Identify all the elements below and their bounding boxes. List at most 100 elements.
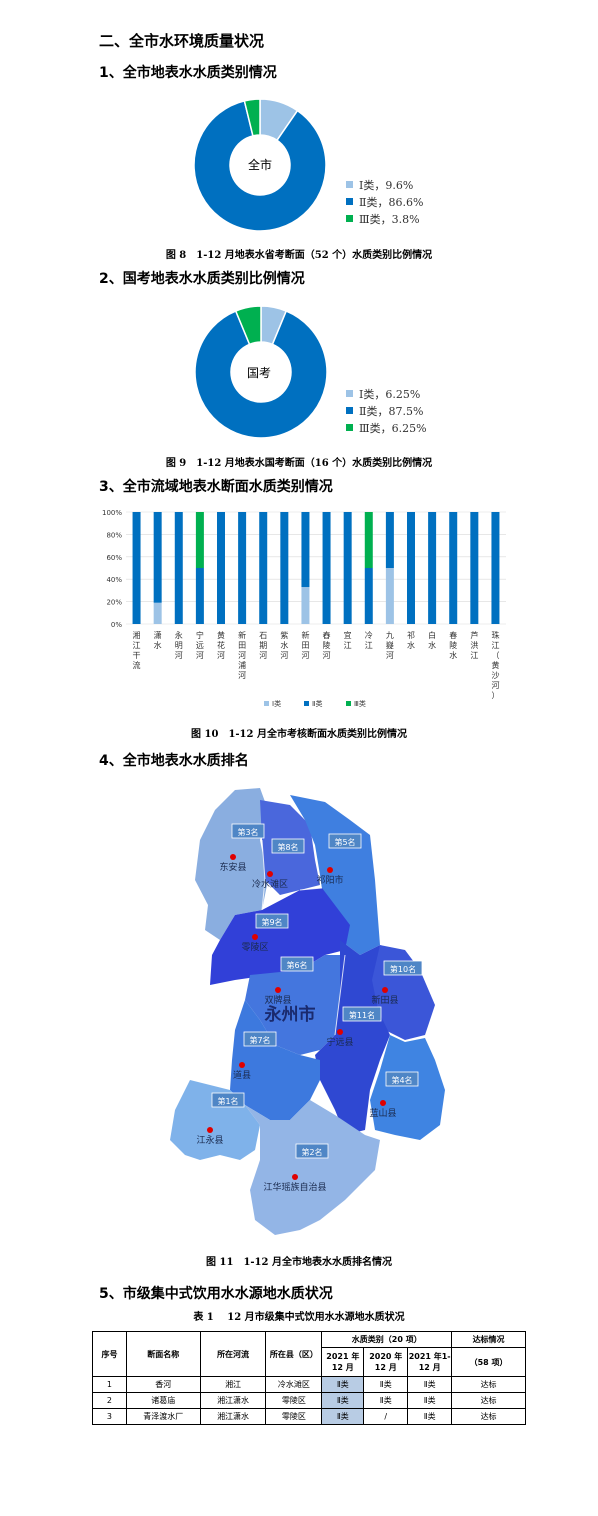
bar-segment (491, 512, 500, 624)
county-marker (292, 1174, 298, 1180)
legend-swatch (346, 701, 351, 706)
x-tick-label: 黄花河 (217, 630, 225, 660)
county-name: 东安县 (219, 861, 246, 873)
header-quality: 水质类别（20 项） (321, 1331, 453, 1348)
rank-badge (255, 913, 289, 929)
cell-name: 诸葛庙 (125, 1392, 201, 1409)
county-marker (382, 987, 388, 993)
bar-segment (301, 512, 310, 588)
donut-legend-2: Ⅰ类，6.25% Ⅱ类，87.5% Ⅲ类，6.25% (346, 385, 427, 436)
legend-item: Ⅰ类，6.25% (346, 385, 427, 402)
rank-label: 第9名 (261, 917, 282, 927)
county-name: 宁远县 (326, 1036, 353, 1048)
legend-swatch (304, 701, 309, 706)
header-no: 序号 (92, 1331, 127, 1377)
region-daoxian (230, 1000, 320, 1120)
sub-heading-4: 4、全市地表水水质排名 (99, 753, 249, 769)
x-tick-label: 宁远河 (196, 630, 204, 660)
legend-item: Ⅰ类，9.6% (346, 176, 423, 193)
donut-center-label: 国考 (247, 366, 271, 380)
rank-label: 第6名 (286, 960, 307, 970)
county-marker (275, 987, 281, 993)
bar-segment (195, 512, 204, 568)
x-tick-label: 舂陵河 (323, 630, 331, 660)
bar-segment (153, 602, 162, 624)
cell-q2021: Ⅱ类 (321, 1376, 365, 1393)
bar-segment (407, 512, 415, 624)
legend-label: Ⅱ类 (312, 699, 322, 708)
rank-badge (280, 956, 314, 972)
bar-segment (259, 512, 268, 624)
y-tick-label: 40% (106, 576, 122, 584)
bar-segment (217, 512, 225, 624)
bar-segment (132, 512, 141, 624)
section-heading: 二、全市水环境质量状况 (99, 32, 265, 50)
region-lingling (210, 888, 350, 985)
x-tick-label: 紫水河 (280, 631, 288, 660)
figure-caption-9: 图 9 1-12 月地表水国考断面（16 个）水质类别比例情况 (165, 458, 433, 469)
rank-badge (328, 833, 362, 849)
sub-heading-1: 1、全市地表水水质类别情况 (99, 65, 277, 81)
x-tick-label: 潇水 (154, 630, 162, 650)
cell-q2020: Ⅱ类 (363, 1392, 409, 1409)
map-city-label: 永州市 (264, 1004, 316, 1025)
x-tick-label: 祁水 (407, 630, 415, 650)
region-lanshan (370, 1035, 445, 1140)
donut-legend-1: Ⅰ类，9.6% Ⅱ类，86.6% Ⅲ类，3.8% (346, 176, 423, 227)
county-marker (230, 854, 236, 860)
x-tick-label: 新田河浦河 (238, 630, 246, 680)
rank-badge (383, 960, 423, 976)
legend-item: Ⅲ类，6.25% (346, 419, 427, 436)
cell-river: 湘江 (199, 1376, 267, 1393)
x-tick-label: 春陵水 (449, 630, 457, 660)
stacked-bar-chart: 0% 20% 40% 60% 80% 100% 湘江干流 潇水 永明河 宁远河 黄花河 新田河浦河 石期… (102, 509, 506, 708)
cell-county: 零陵区 (265, 1408, 323, 1425)
figure-caption-8: 图 8 1-12 月地表水省考断面（52 个）水质类别比例情况 (165, 250, 433, 261)
legend-swatch (346, 390, 353, 397)
x-tick-label: 宜江 (344, 630, 352, 650)
header-name: 断面名称 (125, 1331, 201, 1377)
pie-slice-3 (243, 98, 261, 137)
header-status-sub: （58 项） (451, 1347, 526, 1377)
cell-q2021: Ⅱ类 (321, 1408, 365, 1425)
rank-label: 第5名 (334, 837, 355, 847)
rank-label: 第11名 (349, 1010, 375, 1020)
rank-badge (342, 1006, 382, 1022)
bar-segment (428, 512, 437, 624)
region-jianghua (245, 1100, 380, 1235)
bar-segment (174, 512, 183, 624)
bar-segment (238, 512, 247, 624)
pie-slice-3 (234, 305, 262, 346)
cell-qyear: Ⅱ类 (407, 1408, 453, 1425)
x-tick-label: 新田河 (301, 630, 309, 660)
county-marker (267, 871, 273, 877)
rank-label: 第10名 (390, 964, 416, 974)
rank-label: 第4名 (391, 1075, 412, 1085)
x-tick-label: 九嶷河 (386, 631, 394, 660)
figure-caption-10: 图 10 1-12 月全市考核断面水质类别比例情况 (191, 729, 407, 740)
x-tick-label: 湘江干流 (133, 630, 141, 670)
bar-segment (364, 568, 373, 624)
sub-heading-3: 3、全市流域地表水断面水质类别情况 (99, 479, 333, 495)
rank-label: 第7名 (249, 1035, 270, 1045)
county-marker (380, 1100, 386, 1106)
bar-segment (364, 512, 373, 568)
sub-heading-5: 5、市级集中式饮用水水源地水质状况 (99, 1286, 333, 1302)
x-tick-label: 冷江 (365, 630, 373, 650)
county-name: 蓝山县 (369, 1107, 396, 1119)
bar-segment (343, 512, 352, 624)
bar-segment (280, 512, 289, 624)
rank-label: 第1名 (217, 1096, 238, 1106)
bar-segment (449, 512, 458, 624)
rank-label: 第8名 (277, 842, 298, 852)
table-row: 3 青泽渡水厂 湘江潇水 零陵区 Ⅱ类 / Ⅱ类 达标 (92, 1408, 526, 1425)
y-tick-label: 0% (111, 621, 122, 629)
y-tick-label: 80% (106, 531, 122, 539)
x-tick-label: 芦洪江 (470, 630, 478, 660)
table-row: 2 诸葛庙 湘江潇水 零陵区 Ⅱ类 Ⅱ类 Ⅱ类 达标 (92, 1392, 526, 1409)
county-marker (252, 934, 258, 940)
legend-swatch (346, 215, 353, 222)
x-tick-label: 石期河 (259, 631, 267, 660)
y-tick-label: 20% (106, 599, 122, 607)
cell-county: 零陵区 (265, 1392, 323, 1409)
